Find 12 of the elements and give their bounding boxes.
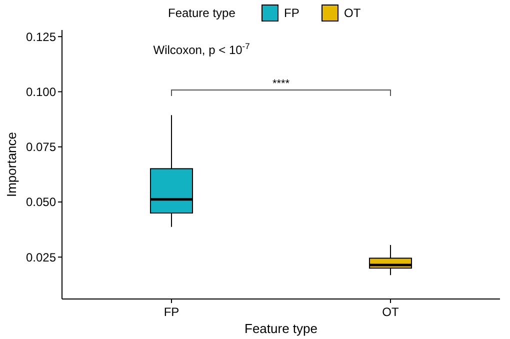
legend-title: Feature type (168, 6, 236, 20)
y-tick-label: 0.125 (26, 30, 56, 44)
legend-label: FP (284, 6, 300, 20)
legend-label: OT (344, 6, 362, 20)
y-tick-label: 0.075 (26, 140, 56, 154)
annotation: Wilcoxon, p < 10$^{-7}$ (153, 41, 250, 57)
y-axis-title: Importance (4, 132, 19, 198)
y-tick-label: 0.050 (26, 195, 56, 210)
y-tick-label: 0.100 (26, 84, 56, 99)
y-tick-label: 0.025 (26, 250, 56, 264)
x-axis-title: Feature type (244, 321, 318, 336)
annotation: **** (272, 78, 290, 90)
